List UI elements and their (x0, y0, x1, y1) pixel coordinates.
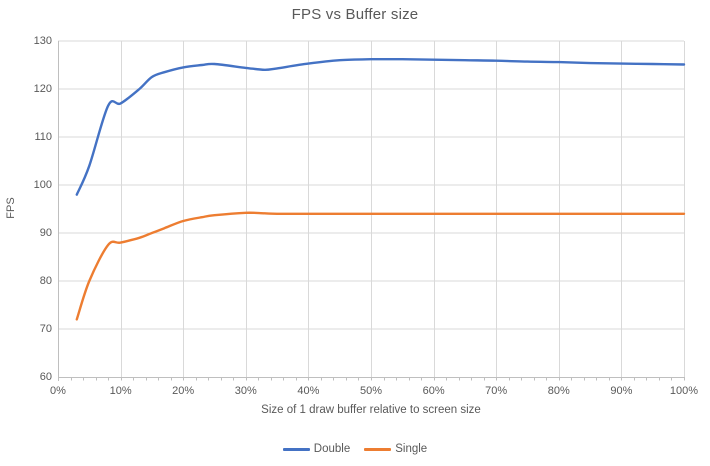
x-tick-label: 40% (297, 385, 320, 397)
series-lines (75, 57, 686, 321)
x-axis-title: Size of 1 draw buffer relative to screen… (261, 404, 481, 416)
x-tick-label: 90% (610, 385, 633, 397)
y-tick-label: 80 (39, 275, 52, 287)
legend-item-single: Single (364, 443, 427, 455)
y-tick-label: 110 (34, 131, 52, 143)
x-tick-label: 80% (547, 385, 570, 397)
gridlines (58, 40, 685, 377)
legend-item-double: Double (282, 443, 351, 455)
series-line-single (75, 211, 686, 321)
chart-title: FPS vs Buffer size (291, 6, 419, 23)
x-tick-label: 0% (50, 385, 66, 397)
y-tick-label: 120 (33, 83, 52, 95)
y-tick-label: 60 (39, 371, 52, 383)
y-tick-label: 70 (39, 323, 52, 335)
legend-label-double: Double (313, 443, 351, 455)
x-tick-label: 100% (669, 385, 699, 397)
x-tick-label: 30% (234, 385, 257, 397)
legend: Double Single (0, 440, 710, 458)
y-tick-label: 130 (33, 35, 52, 47)
x-tick-label: 60% (422, 385, 445, 397)
x-tick-label: 50% (359, 385, 383, 397)
x-axis-ticks (58, 377, 685, 381)
double-series-swatch (282, 447, 310, 451)
y-tick-label: 100 (33, 179, 52, 191)
y-tick-label: 90 (39, 227, 52, 239)
series-line-double (75, 57, 686, 196)
x-tick-label: 10% (109, 385, 132, 397)
x-tick-label: 20% (172, 385, 195, 397)
single-series-swatch (364, 447, 392, 451)
legend-label-single: Single (395, 443, 428, 455)
x-tick-label: 70% (485, 385, 508, 397)
